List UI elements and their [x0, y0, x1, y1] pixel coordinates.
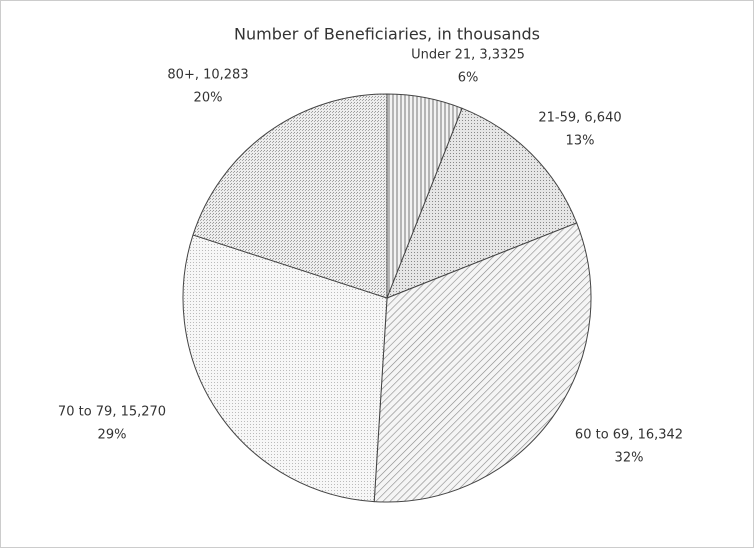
slice-value-label: 20% [194, 91, 223, 106]
slice-label: 70 to 79, 15,270 [58, 405, 166, 420]
chart-title: Number of Beneficiaries, in thousands [234, 25, 540, 44]
slice-label: Under 21, 3,3325 [411, 48, 525, 63]
pie-slice [182, 234, 388, 503]
pie-slice [386, 107, 578, 299]
slice-value-label: 32% [615, 451, 644, 466]
pie-slice [373, 222, 592, 503]
slice-label: 60 to 69, 16,342 [575, 428, 683, 443]
slice-value-label: 29% [98, 428, 127, 443]
slice-value-label: 6% [458, 71, 479, 86]
slice-label: 21-59, 6,640 [538, 111, 621, 126]
slice-value-label: 13% [566, 134, 595, 149]
pie-slice [192, 93, 388, 299]
slice-label: 80+, 10,283 [167, 68, 248, 83]
